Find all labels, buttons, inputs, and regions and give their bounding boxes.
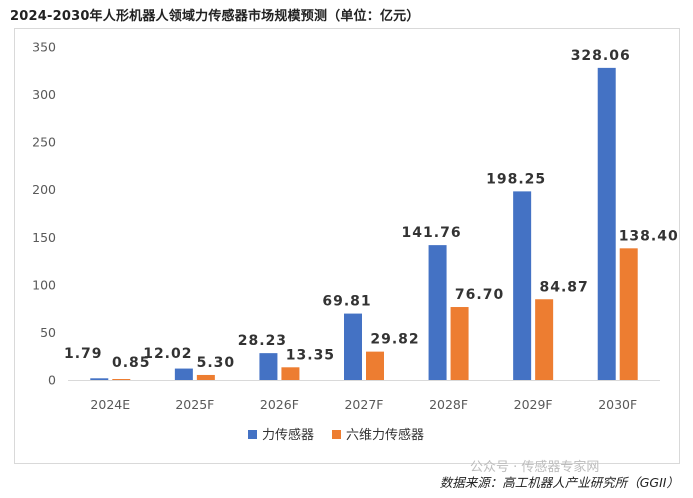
y-tick-label: 100	[32, 277, 56, 292]
force-sensor-data-label: 28.23	[238, 333, 287, 349]
force-sensor-bar	[513, 191, 532, 380]
y-tick-label: 300	[32, 87, 56, 102]
y-tick-label: 350	[32, 40, 56, 55]
force-sensor-bar	[344, 313, 362, 380]
force-sensor-bar	[259, 353, 278, 380]
force-sensor-bar	[90, 378, 109, 380]
six-axis-sensor-bar	[366, 351, 384, 380]
force-sensor-data-label: 141.76	[402, 225, 462, 241]
six-axis-sensor-data-label: 76.70	[455, 287, 504, 303]
watermark-text: 公众号 · 传感器专家网	[470, 460, 600, 475]
y-tick-label: 250	[32, 135, 56, 150]
six-axis-sensor-data-label: 0.85	[112, 355, 151, 371]
source-note: 数据来源：高工机器人产业研究所（GGII）	[439, 475, 679, 490]
x-tick-label: 2026F	[260, 397, 299, 412]
chart-frame	[14, 28, 680, 464]
force-sensor-data-label: 198.25	[486, 171, 546, 187]
x-tick-label: 2024E	[90, 397, 130, 412]
force-sensor-bar	[174, 368, 193, 380]
chart-title: 2024-2030年人形机器人领域力传感器市场规模预测（单位：亿元）	[10, 9, 420, 24]
six-axis-sensor-bar	[619, 248, 638, 380]
legend-force-sensor-swatch	[248, 430, 257, 439]
six-axis-sensor-bar	[112, 379, 131, 380]
force-sensor-data-label: 1.79	[64, 346, 103, 362]
y-tick-label: 200	[32, 182, 56, 197]
legend-six-axis-sensor-swatch	[332, 430, 341, 439]
six-axis-sensor-bar	[196, 374, 215, 380]
x-tick-label: 2027F	[344, 397, 383, 412]
y-tick-label: 0	[48, 373, 56, 388]
six-axis-sensor-bar	[535, 299, 554, 380]
force-sensor-bar	[597, 67, 616, 381]
six-axis-sensor-bar	[281, 367, 300, 380]
y-tick-label: 150	[32, 230, 56, 245]
legend-six-axis-sensor-label: 六维力传感器	[346, 427, 424, 443]
x-tick-label: 2025F	[175, 397, 214, 412]
force-sensor-data-label: 12.02	[143, 346, 192, 362]
force-sensor-bar	[428, 245, 447, 380]
legend-force-sensor-label: 力传感器	[262, 427, 314, 443]
six-axis-sensor-bar	[450, 307, 469, 380]
y-tick-label: 50	[40, 325, 56, 340]
x-tick-label: 2029F	[514, 397, 553, 412]
force-sensor-data-label: 69.81	[322, 294, 371, 310]
six-axis-sensor-data-label: 138.40	[619, 228, 679, 244]
force-sensor-data-label: 328.06	[571, 48, 631, 64]
six-axis-sensor-data-label: 29.82	[370, 332, 419, 348]
x-tick-label: 2028F	[429, 397, 468, 412]
six-axis-sensor-data-label: 13.35	[286, 347, 335, 363]
six-axis-sensor-data-label: 84.87	[539, 279, 588, 295]
six-axis-sensor-data-label: 5.30	[197, 355, 236, 371]
x-tick-label: 2030F	[598, 397, 637, 412]
